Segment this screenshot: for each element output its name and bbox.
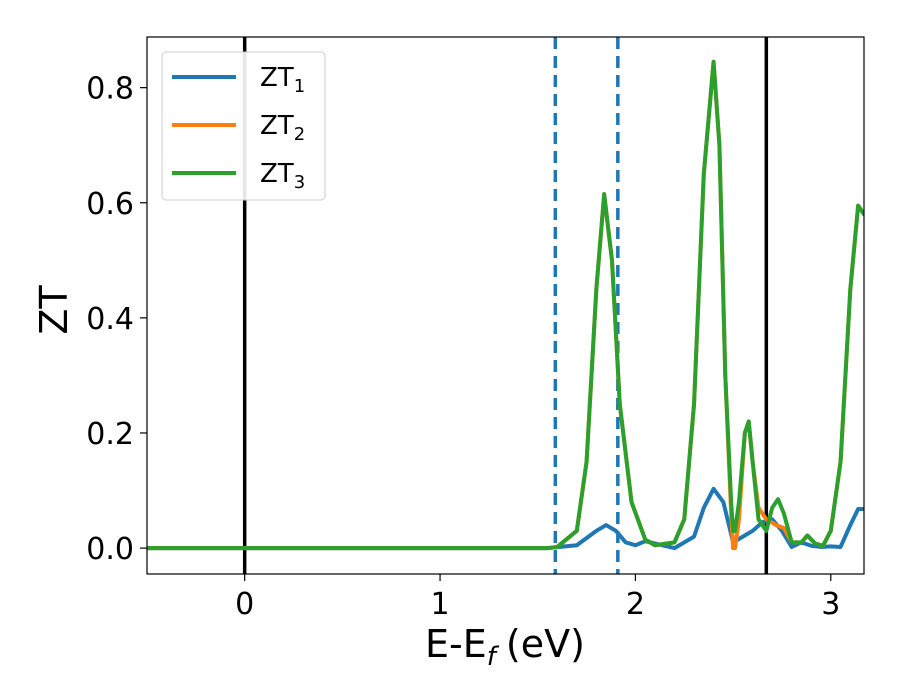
y-axis-label: ZT [32, 285, 76, 335]
series-group [147, 59, 864, 551]
x-tick-label: 3 [821, 587, 840, 622]
x-tick-label: 0 [235, 587, 254, 622]
y-tick-label: 0.4 [86, 302, 134, 337]
y-tick-label: 0.0 [86, 532, 134, 567]
legend-box [161, 51, 326, 201]
series-line-3 [147, 59, 864, 551]
legend-label-3: ZT3 [260, 159, 305, 193]
y-tick-label: 0.2 [86, 417, 134, 452]
legend: ZT1 ZT2 ZT3 [161, 51, 326, 201]
x-tick-label: 1 [431, 587, 450, 622]
y-tick-label: 0.6 [86, 187, 134, 222]
legend-label-1: ZT1 [260, 63, 305, 97]
x-axis-label: E-Ef (eV) [425, 622, 585, 672]
plot-frame [146, 36, 865, 575]
legend-label-2: ZT2 [260, 111, 305, 145]
axis-ticks: 0 1 2 3 0.0 0.2 0.4 0.6 0.8 [86, 72, 840, 622]
x-tick-label: 2 [626, 587, 645, 622]
y-tick-label: 0.8 [86, 72, 134, 107]
